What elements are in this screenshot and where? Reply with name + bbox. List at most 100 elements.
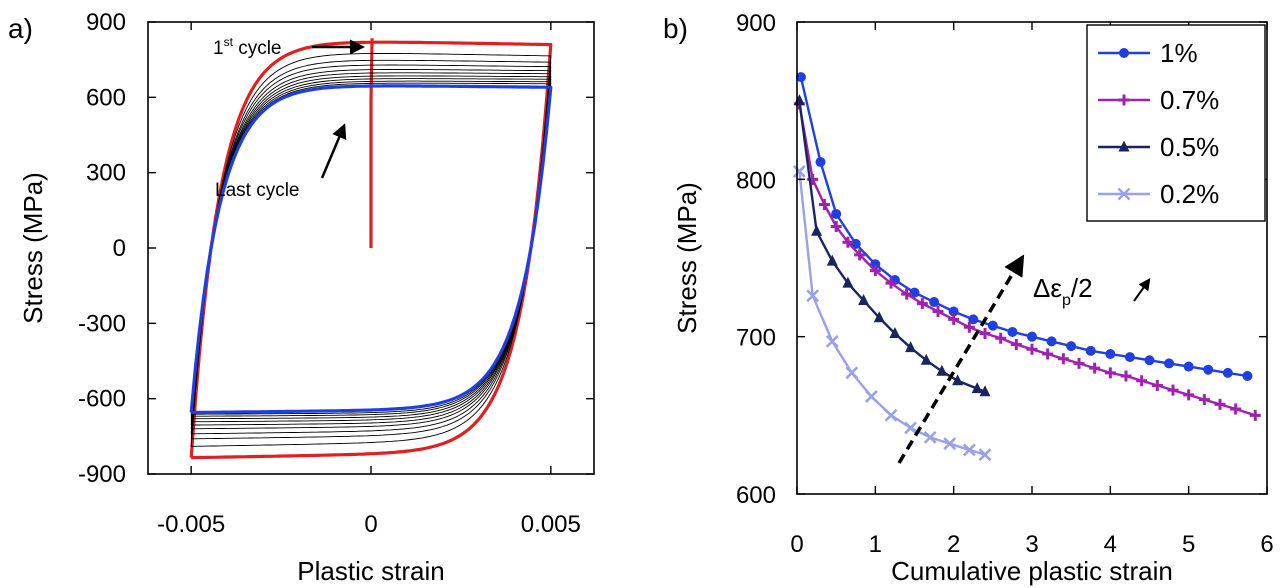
panel-a-ytick-label: -600 (78, 386, 126, 413)
svg-text:1st cycle: 1st cycle (213, 35, 282, 59)
legend-label: 1% (1160, 38, 1198, 68)
data-point (1010, 339, 1022, 351)
data-point (995, 332, 1007, 344)
trend-suffix: /2 (1071, 273, 1093, 303)
trend-small-arrow (1133, 278, 1151, 302)
panel-a-ytick-label: 900 (86, 9, 126, 36)
panel-b: b) 0 1 2 3 4 5 6 600 700 800 900 Cumulative plasti… (663, 10, 1274, 586)
data-point (963, 321, 975, 333)
data-point (1027, 331, 1037, 342)
panel-a-label: a) (8, 13, 33, 44)
data-point (885, 277, 897, 289)
data-point (1066, 341, 1077, 352)
data-point (1183, 361, 1194, 372)
data-point (831, 208, 842, 219)
legend-marker (1117, 187, 1131, 201)
data-point (1046, 336, 1057, 347)
data-point (948, 313, 960, 325)
panel-b-ytick-label: 800 (736, 167, 776, 194)
intermediate-cycle-loop (190, 53, 552, 447)
panel-a: a) -0.005 0 0.005 -900 -600 -300 0 300 600 900 Pl… (8, 9, 595, 586)
data-point (920, 353, 932, 365)
first-cycle-annotation: 1st cycle (213, 35, 365, 59)
data-point (1085, 345, 1096, 356)
first-cycle-loop (189, 40, 553, 460)
data-point (979, 385, 991, 397)
intermediate-cycle-loop (190, 64, 552, 435)
panel-a-ticks: -0.005 0 0.005 -900 -600 -300 0 300 600 900 (78, 9, 594, 538)
series-3 (792, 165, 992, 462)
panel-b-xtick-label: 6 (1260, 531, 1273, 558)
intermediate-cycle-loop (190, 72, 552, 426)
data-point (869, 265, 881, 277)
panel-b-xtick-label: 4 (1104, 531, 1117, 558)
panel-b-xtick-label: 1 (869, 531, 882, 558)
data-point (1124, 352, 1135, 363)
data-point (793, 94, 805, 106)
data-point (948, 306, 959, 317)
panel-a-xtick-label: 0.005 (521, 511, 581, 538)
panel-a-ylabel: Stress (MPa) (18, 172, 48, 324)
data-point (818, 199, 830, 211)
data-point (792, 165, 806, 178)
data-point (943, 437, 957, 451)
data-point (1136, 375, 1148, 387)
trend-arrow (897, 254, 1025, 464)
legend-box (1086, 24, 1266, 222)
data-point (936, 364, 948, 376)
first-cycle-suffix: cycle (233, 38, 282, 59)
data-point (1026, 343, 1038, 355)
legend-entry: 1% (1098, 38, 1198, 68)
last-cycle-loop (189, 84, 553, 415)
panel-b-ticks: 0 1 2 3 4 5 6 600 700 800 900 (736, 10, 1274, 558)
intermediate-cycle-loop (190, 69, 552, 430)
panel-a-xtick-label: -0.005 (157, 511, 225, 538)
data-point (1120, 370, 1132, 382)
data-point (1104, 367, 1116, 379)
data-point (1042, 348, 1054, 360)
intermediate-cycle-loop (190, 80, 552, 417)
intermediate-cycle-loop (190, 75, 552, 423)
legend-entry: 0.7% (1098, 85, 1219, 115)
panel-a-ytick-label: 600 (86, 84, 126, 111)
data-point (929, 297, 940, 308)
data-point (826, 254, 838, 266)
data-point (1057, 353, 1069, 365)
data-point (858, 293, 870, 305)
data-point (1167, 384, 1179, 396)
panel-b-ytick-label: 700 (736, 325, 776, 352)
data-point (1164, 358, 1175, 369)
intermediate-cycle-loop (190, 78, 552, 420)
data-point (1203, 364, 1214, 375)
trend-annotation: Δεp/2 (897, 254, 1151, 464)
panel-b-curves (792, 72, 1261, 462)
data-point (923, 430, 937, 444)
data-point (795, 72, 806, 83)
data-point (889, 327, 901, 339)
data-point (971, 382, 983, 394)
last-cycle-label: Last cycle (215, 180, 299, 201)
data-point (1007, 326, 1018, 337)
data-point (932, 305, 944, 317)
data-point (864, 390, 878, 403)
legend-label: 0.5% (1160, 132, 1219, 162)
panel-b-xtick-label: 2 (947, 531, 960, 558)
panel-a-ytick-label: -900 (78, 461, 126, 488)
panel-a-curves (189, 38, 553, 460)
data-point (978, 448, 992, 462)
data-point (1249, 409, 1261, 421)
panel-b-label: b) (663, 13, 688, 44)
data-point (916, 298, 928, 310)
data-point (884, 408, 898, 422)
data-point (854, 249, 866, 261)
first-cycle-number: 1 (213, 38, 224, 59)
data-point (1151, 379, 1163, 391)
data-point (1144, 355, 1155, 366)
data-point (979, 328, 991, 340)
data-point (987, 320, 998, 331)
svg-text:Δεp/2: Δεp/2 (1033, 273, 1093, 309)
data-point (842, 276, 854, 288)
series-0 (795, 72, 1253, 381)
intermediate-cycle-loop (190, 82, 552, 415)
